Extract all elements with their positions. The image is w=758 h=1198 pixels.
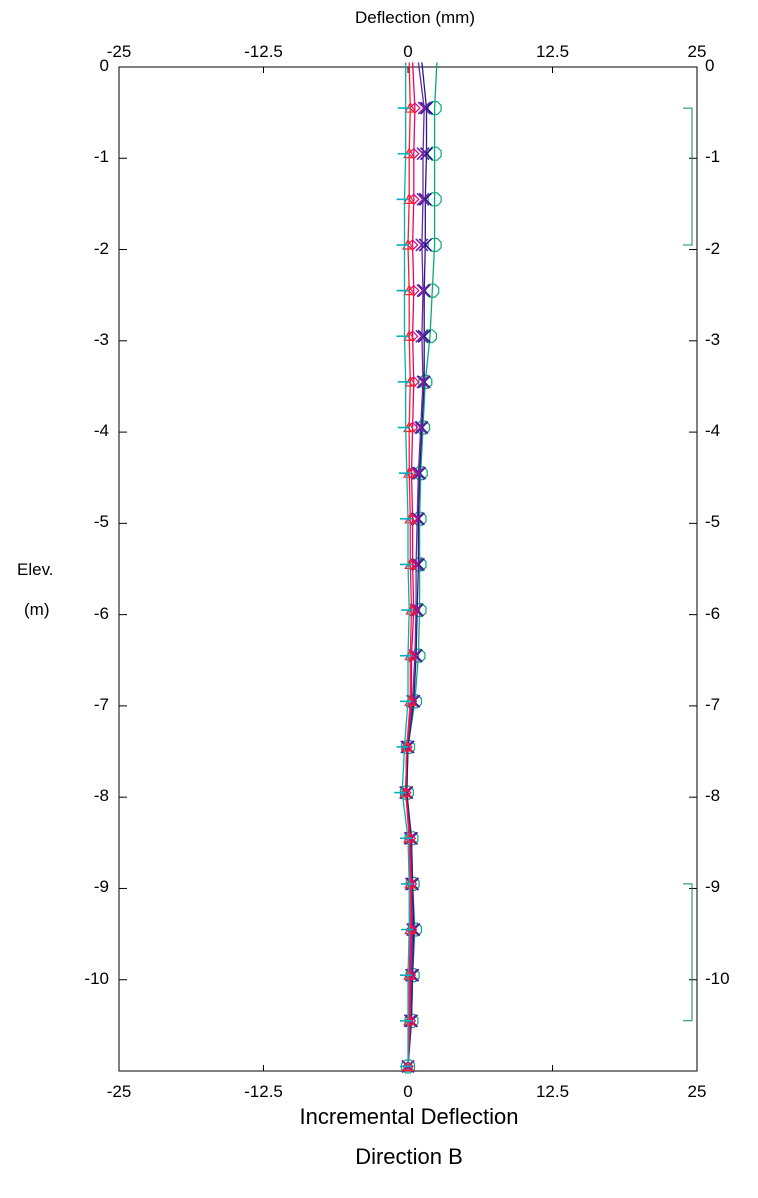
x-tick-label-bottom: -25: [106, 1082, 132, 1101]
series-2-point-0: [417, 101, 431, 115]
y-tick-label-left: -1: [93, 147, 109, 167]
series-3-point-9: [406, 512, 419, 525]
series-2-point-6: [416, 375, 430, 389]
series-1-point-4: [417, 284, 431, 298]
series-1-point-2: [418, 192, 432, 206]
x-tick-label-top: 0: [403, 42, 413, 61]
y-tick-label-left: -10: [84, 968, 109, 988]
series-3-point-11: [407, 604, 420, 616]
series-1-point-3: [418, 238, 432, 252]
series-0-point-6: [418, 374, 433, 389]
x-tick-label-bottom: 0: [403, 1082, 413, 1101]
depth-bracket-1: [683, 883, 693, 1022]
series-0-point-14: [400, 739, 416, 755]
series-2-point-4: [416, 284, 430, 298]
y-axis-label-line1: Elev.: [17, 560, 54, 579]
series-3-point-10: [406, 558, 419, 571]
series-0-point-17: [405, 876, 420, 892]
series-3-point-21: [402, 1060, 414, 1073]
series-1-point-7: [415, 420, 429, 435]
x-tick-label-bottom: -12.5: [244, 1082, 283, 1101]
y-tick-label-left: -2: [93, 238, 109, 258]
series-0-point-16: [404, 831, 419, 846]
series-0-point-21: [400, 1059, 416, 1074]
series-2-point-2: [416, 192, 430, 206]
y-tick-label-right: -6: [705, 603, 721, 623]
y-tick-label-left: -9: [93, 877, 109, 897]
x-tick-label-top: -12.5: [244, 42, 283, 61]
y-tick-label-left: 0: [99, 56, 109, 75]
series-1-point-5: [417, 329, 431, 343]
series-1-point-8: [412, 466, 427, 480]
y-tick-label-right: -1: [705, 147, 721, 167]
y-tick-label-right: 0: [705, 56, 715, 75]
y-tick-label-left: -5: [93, 512, 109, 532]
series-2-point-7: [414, 420, 428, 435]
x-tick-label-top: -25: [106, 42, 132, 61]
series-group: [394, 62, 442, 1074]
y-tick-label-right: -4: [705, 421, 721, 441]
y-tick-label-right: -9: [705, 877, 721, 897]
y-tick-label-left: -8: [93, 786, 109, 806]
x-tick-label-top: 25: [687, 42, 707, 61]
y-tick-label-right: -3: [705, 329, 721, 349]
series-2-point-1: [416, 147, 430, 161]
series-2-point-5: [415, 329, 429, 343]
y-tick-label-left: -3: [93, 329, 109, 349]
y-tick-label-right: -8: [705, 786, 721, 806]
depth-bracket-0: [683, 107, 693, 246]
series-2-point-3: [415, 238, 429, 252]
y-axis-label-line2: (m): [24, 600, 50, 619]
top-axis-title: Deflection (mm): [355, 8, 475, 27]
series-1-point-6: [417, 375, 431, 389]
zone-brackets: [683, 107, 693, 1022]
y-tick-label-right: -5: [705, 512, 721, 532]
series-0-point-7: [416, 420, 431, 435]
series-0-point-19: [405, 968, 420, 983]
y-tick-label-right: -2: [705, 238, 721, 258]
x-tick-label-bottom: 25: [687, 1082, 707, 1101]
y-tick-label-left: -6: [93, 603, 109, 623]
y-tick-label-left: -7: [93, 694, 109, 714]
x-tick-label-top: 12.5: [535, 42, 570, 61]
series-0-point-20: [404, 1013, 419, 1028]
x-axis-title: Incremental Deflection: [299, 1104, 519, 1129]
y-tick-label-right: -7: [705, 694, 721, 714]
chart-subtitle: Direction B: [355, 1144, 463, 1169]
series-1-point-0: [419, 101, 434, 115]
y-tick-label-left: -4: [93, 421, 109, 441]
y-tick-label-right: -10: [705, 968, 730, 988]
series-3-point-8: [405, 467, 418, 480]
x-tick-label-bottom: 12.5: [535, 1082, 570, 1101]
